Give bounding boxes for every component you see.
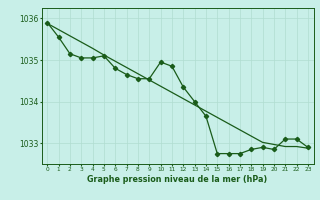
X-axis label: Graphe pression niveau de la mer (hPa): Graphe pression niveau de la mer (hPa) (87, 175, 268, 184)
